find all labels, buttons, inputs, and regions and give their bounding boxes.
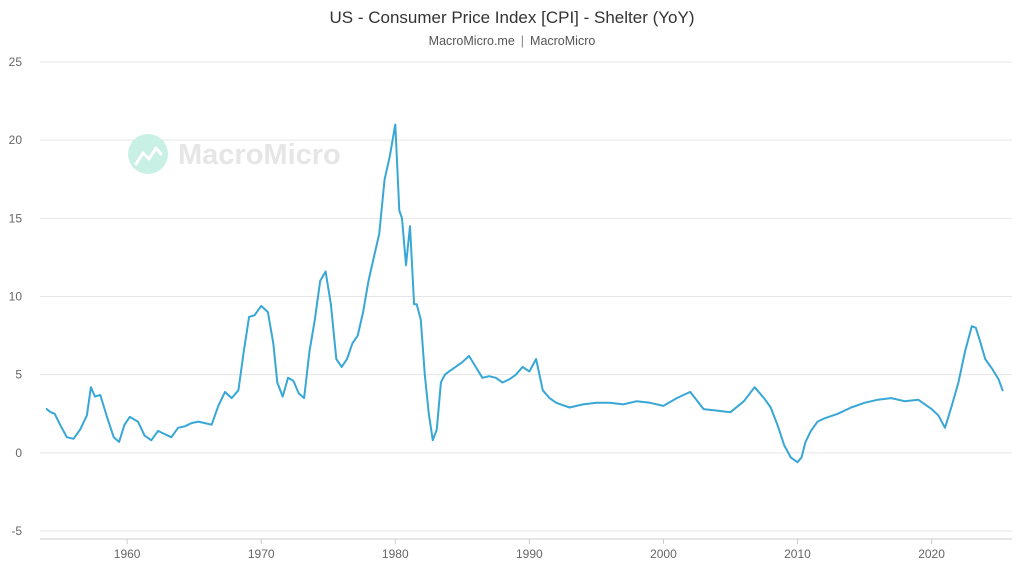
axes: -5 0 5 10 15 20 25 1960 1970 1980 1990 2000 2010 2020 — [9, 55, 1012, 561]
watermark-logo-icon — [128, 134, 168, 174]
source-link[interactable]: MacroMicro.me — [428, 34, 515, 48]
x-tick-label: 1970 — [248, 547, 275, 561]
x-tick-label: 1980 — [382, 547, 409, 561]
series — [45, 123, 1004, 464]
chart-title: US - Consumer Price Index [CPI] - Shelte… — [329, 8, 695, 27]
source-name: MacroMicro — [530, 34, 596, 48]
y-tick-label: 20 — [9, 133, 23, 147]
y-tick-label: 15 — [9, 211, 23, 225]
x-tick-label: 2010 — [784, 547, 811, 561]
x-tick-label: 1990 — [516, 547, 543, 561]
y-tick-label: -5 — [11, 524, 22, 538]
x-tick-label: 2020 — [918, 547, 945, 561]
y-tick-label: 5 — [15, 368, 22, 382]
watermark-text: MacroMicro — [178, 139, 341, 171]
y-tick-label: 10 — [9, 290, 23, 304]
x-tick-label: 1960 — [114, 547, 141, 561]
watermark-trend-icon — [134, 146, 163, 166]
y-tick-label: 0 — [15, 446, 22, 460]
series-line-shelter-yoy — [45, 123, 1004, 464]
watermark: MacroMicro — [128, 134, 341, 174]
x-tick-label: 2000 — [650, 547, 677, 561]
gridlines — [40, 61, 1012, 532]
chart-source: MacroMicro.me | MacroMicro — [0, 34, 1024, 48]
y-tick-label: 25 — [9, 55, 23, 69]
source-separator: | — [520, 34, 525, 48]
